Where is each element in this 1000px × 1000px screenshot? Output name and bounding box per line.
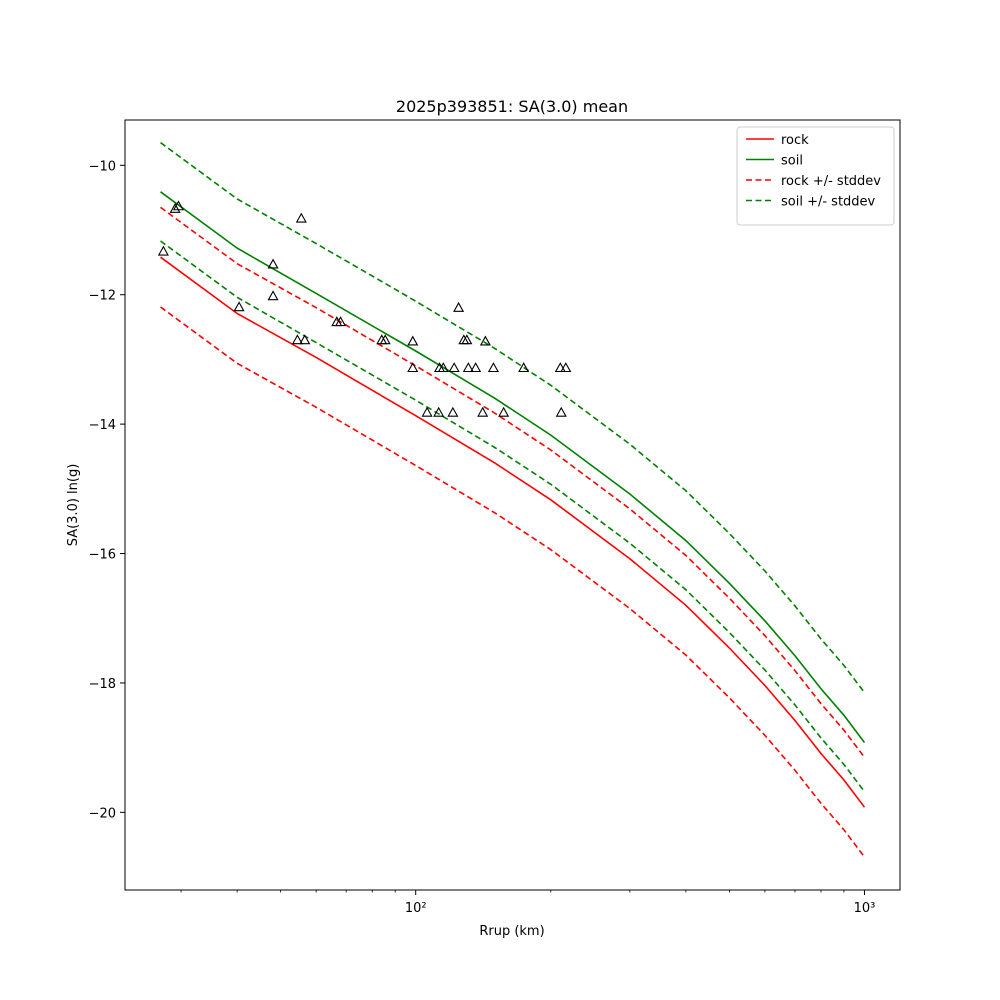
y-tick-label: −18 xyxy=(89,677,116,692)
observation-marker xyxy=(560,362,572,373)
observation-marker xyxy=(291,334,303,345)
x-axis-label: Rrup (km) xyxy=(479,924,544,939)
y-axis: −10 −12 −14 −16 −18 −20 xyxy=(89,159,125,821)
observation-marker xyxy=(470,362,482,373)
x-tick-label: 10³ xyxy=(854,901,876,916)
observation-marker xyxy=(487,362,499,373)
observation-marker xyxy=(555,406,567,417)
observation-marker xyxy=(172,200,184,211)
observation-marker xyxy=(518,362,530,373)
series-soil-stddev-line-4 xyxy=(160,142,866,694)
y-axis-label: SA(3.0) ln(g) xyxy=(66,464,81,547)
series-soil-stddev-line-5 xyxy=(160,240,866,793)
y-tick-label: −12 xyxy=(89,289,116,304)
observation-marker xyxy=(267,258,279,269)
observation-marker xyxy=(479,335,491,346)
legend-label-soil-stddev: soil +/- stddev xyxy=(781,195,876,210)
observation-marker xyxy=(447,406,459,417)
observation-marker xyxy=(421,406,433,417)
legend-label-soil: soil xyxy=(781,154,803,169)
plot-frame xyxy=(124,119,901,891)
observation-marker xyxy=(554,362,566,373)
legend: rock soil rock +/- stddev soil +/- stddev xyxy=(736,126,895,226)
x-axis: 10² 10³ xyxy=(180,890,876,916)
observation-marker xyxy=(169,202,181,213)
chart-title: 2025p393851: SA(3.0) mean xyxy=(396,97,628,116)
observation-marker xyxy=(267,290,279,301)
observation-marker xyxy=(335,316,347,327)
observation-marker xyxy=(295,212,307,223)
x-tick-label: 10² xyxy=(405,901,427,916)
legend-label-rock-stddev: rock +/- stddev xyxy=(781,174,881,189)
series-rock-stddev-line-3 xyxy=(160,306,866,858)
y-tick-label: −10 xyxy=(89,159,116,174)
y-tick-label: −16 xyxy=(89,548,116,563)
plot-area xyxy=(157,142,866,858)
observation-marker xyxy=(407,362,419,373)
series-rock-line-0 xyxy=(160,256,866,808)
observation-marker xyxy=(448,362,460,373)
observation-marker xyxy=(157,245,169,256)
observation-marker xyxy=(299,334,311,345)
legend-frame xyxy=(736,126,895,226)
observation-marker xyxy=(498,406,510,417)
observation-marker xyxy=(407,335,419,346)
series-rock-stddev-line-2 xyxy=(160,206,866,758)
y-tick-label: −20 xyxy=(89,806,116,821)
observation-marker xyxy=(379,334,391,345)
legend-label-rock: rock xyxy=(781,133,809,148)
observation-marker xyxy=(461,334,473,345)
observation-marker xyxy=(233,301,245,312)
series-soil-line-1 xyxy=(160,191,866,743)
observation-marker xyxy=(437,362,449,373)
y-tick-label: −14 xyxy=(89,418,116,433)
observation-marker xyxy=(477,406,489,417)
observation-marker xyxy=(433,406,445,417)
observation-marker xyxy=(453,301,465,312)
observation-marker xyxy=(462,362,474,373)
